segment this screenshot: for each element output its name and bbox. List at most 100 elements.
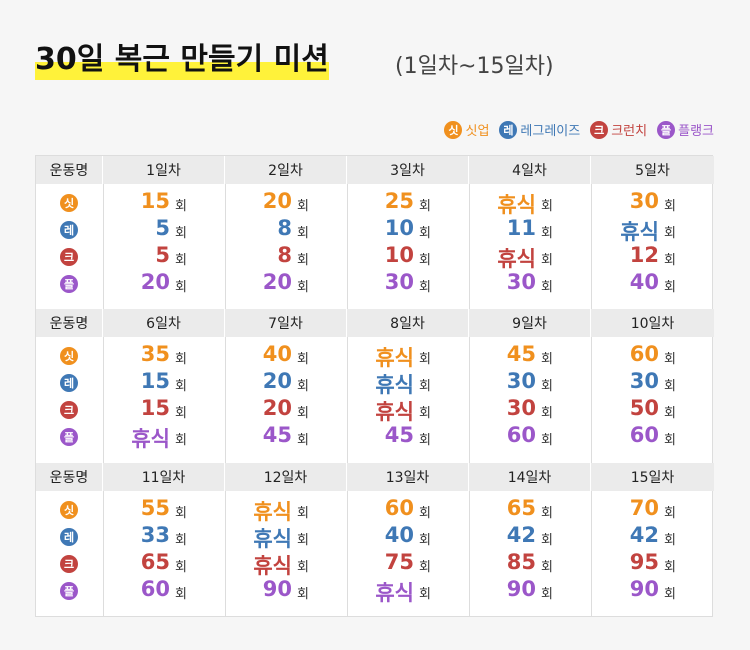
unit: 회 (175, 226, 187, 241)
unit: 회 (175, 586, 187, 602)
value: 60 (629, 342, 659, 367)
legend: 싯 싯업 레 레그레이즈 크 크런치 플 플랭크 (444, 120, 714, 139)
badge: 싯 (60, 194, 78, 212)
unit: 회 (419, 352, 431, 368)
legend-label: 크런치 (611, 124, 648, 139)
value: 휴식 (253, 553, 292, 578)
value: 90 (262, 576, 292, 601)
value: 20 (262, 189, 292, 213)
unit: 회 (297, 586, 309, 602)
value: 휴식 (131, 427, 170, 452)
table: 운동명 1일차 2일차 3일차 4일차 5일차 싯 15 회 20 회 25 회 휴식 회 30 회 레 5 회 8 회 1… (35, 155, 714, 617)
legend-label: 싯업 (465, 124, 490, 139)
value: 15 (140, 369, 170, 394)
value: 42 (629, 522, 659, 547)
column-header: 3일차 (347, 156, 469, 184)
unit: 회 (541, 586, 553, 602)
column-header: 7일차 (225, 309, 347, 338)
column-header: 4일차 (469, 156, 591, 184)
divider (103, 337, 104, 463)
divider (225, 490, 226, 616)
badge: 크 (590, 120, 609, 139)
badge: 플 (60, 581, 78, 600)
unit: 회 (419, 253, 431, 268)
value: 75 (384, 549, 414, 574)
column-header: 12일차 (225, 462, 347, 491)
unit: 회 (664, 226, 676, 241)
badge: 싯 (60, 347, 78, 366)
unit: 회 (419, 379, 431, 395)
value: 11 (506, 216, 536, 240)
value: 12 (629, 243, 659, 267)
value: 5 (155, 243, 170, 267)
value: 5 (155, 216, 170, 240)
divider (469, 337, 470, 463)
unit: 회 (419, 586, 431, 602)
value: 8 (277, 243, 292, 267)
unit: 회 (297, 199, 309, 214)
column-header: 14일차 (469, 462, 591, 491)
value: 45 (384, 423, 414, 448)
unit: 회 (297, 505, 309, 521)
column-header: 운동명 (36, 462, 103, 491)
unit: 회 (664, 532, 676, 548)
badge: 크 (60, 248, 78, 266)
unit: 회 (175, 433, 187, 449)
unit: 회 (541, 280, 553, 295)
column-header: 15일차 (591, 462, 714, 491)
divider (591, 337, 592, 463)
value: 40 (384, 522, 414, 547)
badge: 플 (60, 275, 78, 293)
unit: 회 (419, 280, 431, 295)
legend-item: 레 레그레이즈 (499, 120, 580, 139)
unit: 회 (541, 532, 553, 548)
unit: 회 (297, 433, 309, 449)
unit: 회 (664, 199, 676, 214)
unit: 회 (664, 505, 676, 521)
divider (347, 490, 348, 616)
value: 휴식 (253, 526, 292, 551)
divider (591, 490, 592, 616)
column-header: 운동명 (36, 156, 103, 184)
unit: 회 (419, 505, 431, 521)
divider (591, 184, 592, 310)
legend-label: 레그레이즈 (520, 124, 581, 139)
value: 40 (262, 342, 292, 367)
value: 65 (140, 549, 170, 574)
value: 60 (140, 576, 170, 601)
value: 42 (506, 522, 536, 547)
unit: 회 (419, 532, 431, 548)
unit: 회 (664, 253, 676, 268)
legend-item: 싯 싯업 (444, 120, 489, 139)
value: 휴식 (375, 580, 414, 605)
badge: 레 (60, 374, 78, 393)
unit: 회 (541, 253, 553, 268)
value: 휴식 (375, 400, 414, 425)
value: 25 (384, 189, 414, 213)
unit: 회 (419, 559, 431, 575)
unit: 회 (664, 433, 676, 449)
unit: 회 (419, 433, 431, 449)
value: 40 (629, 270, 659, 294)
badge: 플 (657, 120, 676, 139)
divider (103, 490, 104, 616)
column-header: 1일차 (103, 156, 225, 184)
unit: 회 (175, 559, 187, 575)
unit: 회 (541, 379, 553, 395)
value: 30 (506, 369, 536, 394)
legend-label: 플랭크 (678, 124, 714, 139)
unit: 회 (664, 352, 676, 368)
badge: 싯 (60, 500, 78, 519)
value: 70 (629, 495, 659, 520)
unit: 회 (541, 559, 553, 575)
unit: 회 (419, 199, 431, 214)
column-header: 9일차 (469, 309, 591, 338)
badge: 레 (499, 120, 518, 139)
value: 20 (262, 270, 292, 294)
unit: 회 (541, 433, 553, 449)
value: 휴식 (253, 499, 292, 524)
value: 33 (140, 522, 170, 547)
unit: 회 (175, 253, 187, 268)
value: 휴식 (375, 346, 414, 371)
